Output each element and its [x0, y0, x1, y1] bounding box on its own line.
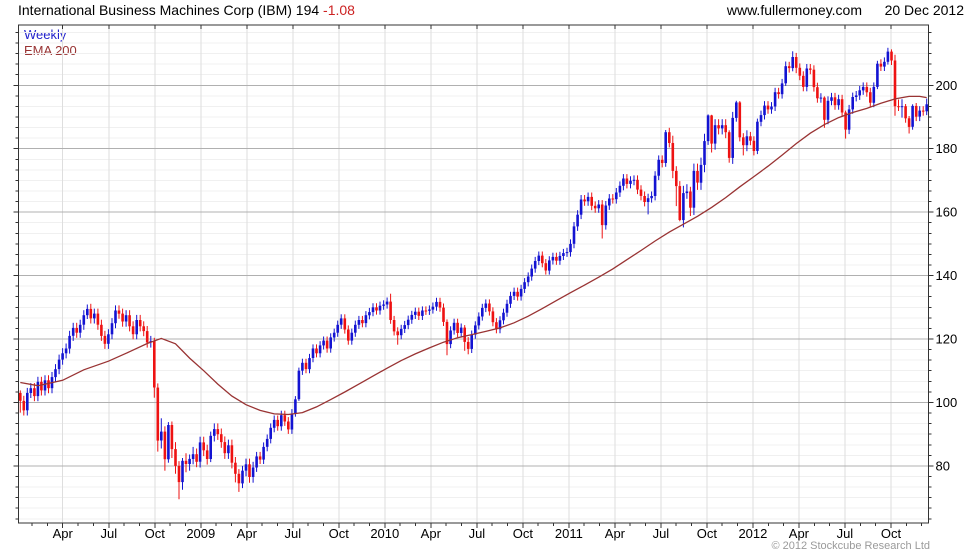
svg-text:200: 200	[936, 78, 958, 93]
svg-text:Jul: Jul	[469, 526, 486, 541]
svg-text:2009: 2009	[186, 526, 215, 541]
svg-text:Oct: Oct	[145, 526, 166, 541]
svg-text:180: 180	[936, 141, 958, 156]
site-link[interactable]: www.fullermoney.com	[726, 2, 862, 18]
svg-text:Apr: Apr	[421, 526, 442, 541]
svg-text:Apr: Apr	[789, 526, 810, 541]
svg-text:Jul: Jul	[837, 526, 854, 541]
svg-text:Oct: Oct	[513, 526, 534, 541]
svg-text:80: 80	[936, 458, 950, 473]
svg-text:Apr: Apr	[237, 526, 258, 541]
chart-date: 20 Dec 2012	[884, 2, 964, 18]
svg-text:Jul: Jul	[284, 526, 301, 541]
svg-text:160: 160	[936, 205, 958, 220]
svg-text:Oct: Oct	[697, 526, 718, 541]
svg-text:140: 140	[936, 268, 958, 283]
svg-text:Jul: Jul	[653, 526, 670, 541]
page-title: International Business Machines Corp (IB…	[18, 2, 355, 18]
legend-timeframe: Weekly	[24, 27, 67, 42]
svg-text:2012: 2012	[738, 526, 767, 541]
svg-text:Apr: Apr	[53, 526, 74, 541]
instrument-title: International Business Machines Corp (IB…	[18, 2, 320, 18]
price-change: -1.08	[323, 2, 355, 18]
svg-text:Oct: Oct	[329, 526, 350, 541]
svg-text:2010: 2010	[370, 526, 399, 541]
svg-text:Oct: Oct	[881, 526, 902, 541]
svg-text:Jul: Jul	[100, 526, 117, 541]
legend-ema: EMA 200	[24, 43, 77, 58]
svg-text:Apr: Apr	[605, 526, 626, 541]
svg-text:2011: 2011	[555, 526, 583, 541]
svg-text:120: 120	[936, 332, 958, 347]
copyright-notice: © 2012 Stockcube Research Ltd	[771, 540, 930, 552]
svg-text:100: 100	[936, 395, 958, 410]
